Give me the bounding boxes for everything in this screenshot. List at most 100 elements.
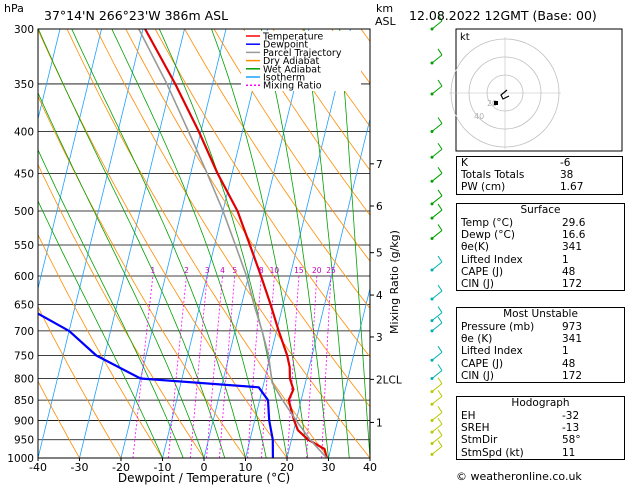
dry-adiabat-line	[38, 380, 80, 458]
series-parcel-trajectory	[138, 29, 328, 458]
wind-barb	[431, 423, 443, 433]
most-unstable-row: θe (K) 341	[457, 333, 624, 345]
hodograph-stat-label: EH	[461, 410, 476, 422]
legend-entry: Mixing Ratio	[263, 81, 322, 92]
isotherm-line	[162, 29, 268, 458]
mixing-ratio-line	[261, 275, 275, 458]
x-tick-label: 20	[280, 461, 294, 474]
hodograph-frame	[455, 28, 623, 152]
most-unstable-value: 973	[562, 321, 583, 333]
wind-barb-flag	[437, 440, 443, 447]
wet-adiabat-line	[303, 29, 350, 458]
surface-label: θe(K)	[461, 241, 489, 254]
wind-barb-dot	[430, 452, 434, 456]
x-tick-label: -40	[29, 461, 47, 474]
x-tick-label: -30	[71, 461, 89, 474]
surface-label: Lifted Index	[461, 253, 523, 266]
wind-barb-flag	[437, 79, 443, 87]
pressure-tick-label: 750	[14, 350, 34, 362]
wind-barb-flag	[437, 389, 443, 397]
wind-barb-dot	[430, 268, 434, 272]
hodograph-stat-row: StmSpd (kt) 11	[457, 447, 624, 459]
wind-barb	[431, 54, 443, 64]
wind-barb	[431, 148, 443, 158]
wind-barb-flag	[437, 203, 443, 211]
dry-adiabat-line	[184, 29, 370, 310]
mixing-ratio-line	[132, 275, 154, 458]
wind-barb	[431, 209, 443, 219]
wind-barb	[431, 351, 443, 361]
most-unstable-value: 172	[562, 369, 583, 382]
pressure-tick-label: 900	[14, 415, 34, 427]
x-tick-label: 30	[322, 461, 336, 474]
wind-barb-flag	[437, 14, 443, 22]
pressure-tick-label: 450	[14, 168, 34, 180]
most-unstable-label: CAPE (J)	[461, 357, 504, 370]
isotherm-line	[203, 29, 310, 458]
wind-barb-dot	[430, 390, 434, 394]
mixing-ratio-line	[321, 275, 332, 458]
mixing-ratio-line	[190, 275, 208, 458]
hodograph-table-title: Hodograph	[511, 397, 570, 409]
wind-barb-flag	[437, 316, 443, 324]
most-unstable-box: Most Unstable Pressure (mb) 973 θe (K) 341 L…	[456, 307, 625, 384]
location-title: 37°14'N 266°23'W 386m ASL	[44, 8, 228, 23]
wind-barb-flag	[437, 429, 443, 436]
km-label: km	[376, 2, 393, 15]
most-unstable-label: Pressure (mb)	[461, 321, 535, 333]
dry-adiabat-line	[38, 95, 246, 458]
legend-entry: Dry Adiabat	[263, 56, 320, 67]
most-unstable-label: CIN (J)	[461, 369, 494, 382]
wind-barb-dot	[430, 418, 434, 422]
mixing-ratio-line	[219, 275, 236, 458]
x-tick-label: 0	[201, 461, 208, 474]
wind-barb-dot	[430, 155, 434, 159]
index-label: PW (cm)	[461, 181, 506, 194]
dry-adiabat-line	[96, 29, 370, 458]
wind-barb	[431, 446, 443, 455]
dry-adiabat-line	[213, 29, 370, 262]
wind-barb-flag	[437, 255, 443, 263]
hodograph-stat-row: SREH -13	[457, 422, 624, 434]
wind-barb	[431, 20, 443, 30]
isotherm-line	[286, 117, 370, 458]
series-temperature	[144, 29, 328, 458]
wind-barb-flag	[437, 189, 443, 197]
dry-adiabat-line	[66, 29, 329, 458]
mixing-ratio-axis-title: Mixing Ratio (g/kg)	[388, 230, 401, 334]
footer-credit: © weatheronline.co.uk	[456, 470, 582, 483]
mixing-ratio-label: 3	[205, 266, 210, 275]
index-value: 38	[560, 169, 574, 182]
wind-barb	[431, 312, 443, 321]
wind-barb-dot	[430, 236, 434, 240]
pressure-tick-label: 650	[14, 300, 34, 312]
pressure-tick-label: 400	[14, 127, 34, 139]
wind-barb-flag	[437, 345, 443, 353]
hodograph-stat-row: EH -32	[457, 410, 624, 422]
pressure-tick-label: 300	[14, 24, 34, 36]
wind-barb-dot	[430, 179, 434, 183]
wind-barb	[431, 435, 443, 444]
wind-barb	[431, 123, 443, 132]
wind-barb	[431, 322, 443, 332]
index-value: -6	[560, 157, 571, 169]
mixing-ratio-line	[168, 275, 187, 458]
hodograph-table-box: Hodograph EH -32 SREH -13 StmDir 58° StmSpd (k…	[456, 396, 625, 460]
surface-row: Temp (°C) 29.6	[457, 217, 624, 229]
mixing-ratio-label: 25	[326, 266, 336, 275]
wind-barb	[431, 261, 443, 271]
pressure-tick-label: 600	[14, 271, 34, 283]
isotherm-line	[328, 286, 370, 458]
wet-adiabat-line	[111, 29, 267, 458]
wet-adiabat-line	[158, 29, 288, 458]
hodograph-stat-value: 11	[562, 446, 576, 459]
wind-barb	[431, 230, 443, 239]
most-unstable-row: Lifted Index 1	[457, 345, 624, 357]
mixing-ratio-label: 2	[184, 266, 189, 275]
wet-adiabat-line	[211, 29, 309, 458]
wind-barb	[431, 383, 443, 392]
hodograph-ring-label: 40	[474, 112, 484, 121]
wind-barb-dot	[430, 329, 434, 333]
wind-barb-dot	[430, 61, 434, 65]
